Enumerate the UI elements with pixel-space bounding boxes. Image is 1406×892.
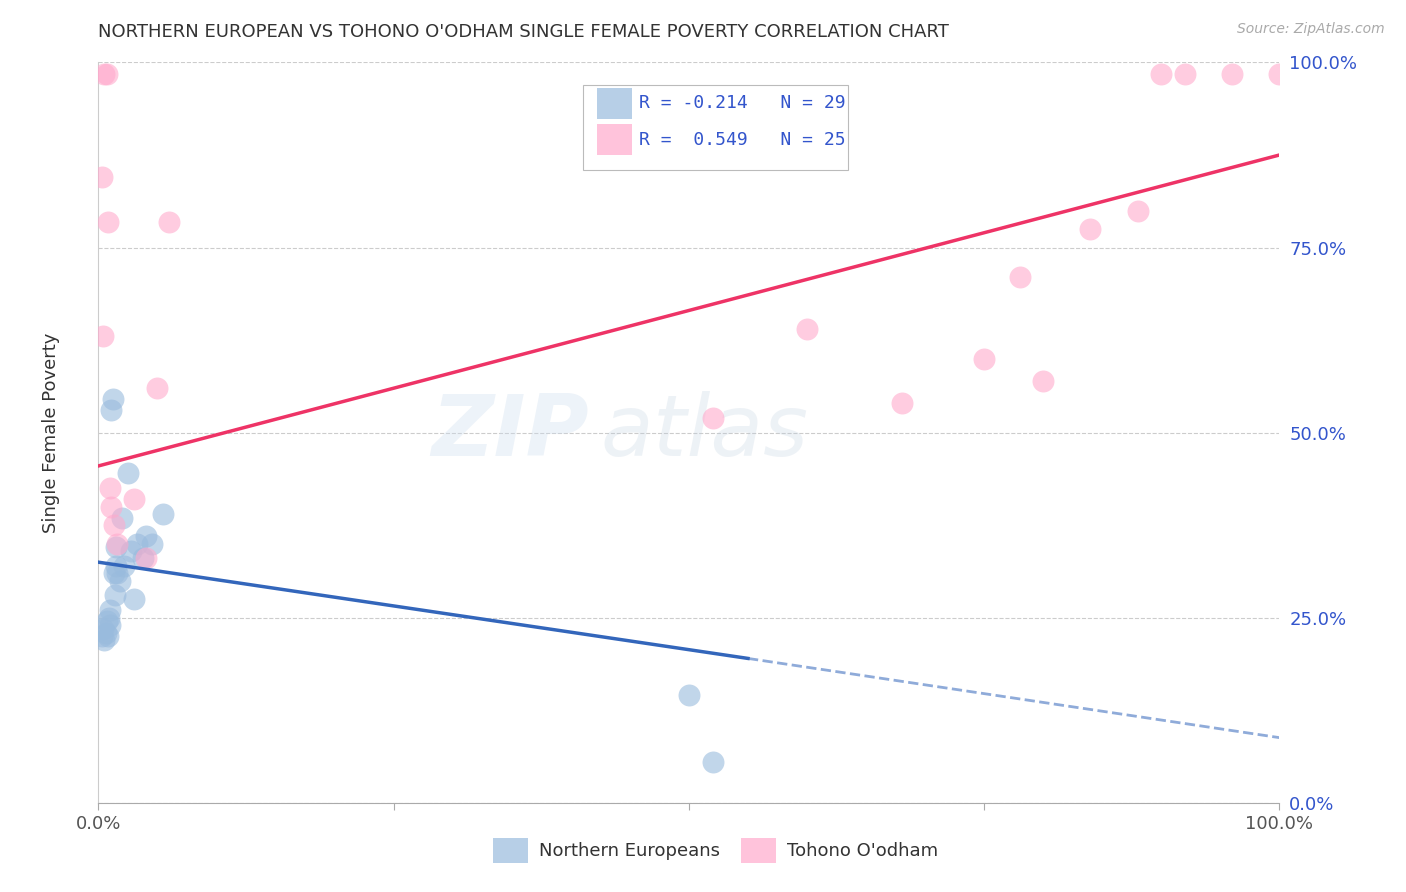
Point: [1150, 66, 1173, 80]
Point: [97, 629, 120, 643]
Point: [100, 403, 122, 417]
Point: [135, 551, 157, 566]
Text: Source: ZipAtlas.com: Source: ZipAtlas.com: [1237, 22, 1385, 37]
Point: [973, 351, 995, 366]
Point: [890, 396, 912, 410]
Point: [678, 689, 700, 703]
Point: [1008, 270, 1031, 285]
Point: [91, 629, 114, 643]
Point: [93, 66, 115, 80]
Point: [111, 510, 134, 524]
FancyBboxPatch shape: [596, 124, 633, 155]
Point: [702, 755, 724, 769]
Text: R = -0.214   N = 29: R = -0.214 N = 29: [640, 94, 846, 112]
Point: [796, 322, 818, 336]
Point: [100, 500, 122, 514]
FancyBboxPatch shape: [494, 838, 529, 863]
Point: [152, 507, 174, 521]
Point: [122, 592, 145, 607]
Text: Single Female Poverty: Single Female Poverty: [42, 333, 60, 533]
Point: [103, 566, 125, 581]
Point: [98, 603, 121, 617]
Point: [157, 214, 180, 228]
Point: [91, 622, 114, 636]
Point: [101, 392, 124, 407]
Point: [127, 536, 149, 550]
Point: [91, 329, 114, 343]
Point: [702, 410, 724, 425]
Point: [135, 529, 157, 543]
Point: [108, 574, 131, 588]
Point: [105, 541, 128, 555]
Point: [121, 544, 143, 558]
Point: [112, 558, 135, 573]
Point: [1080, 222, 1102, 236]
Point: [94, 625, 117, 640]
Point: [105, 566, 128, 581]
FancyBboxPatch shape: [741, 838, 776, 863]
Point: [1268, 66, 1291, 80]
Text: Tohono O'odham: Tohono O'odham: [787, 842, 938, 860]
Point: [103, 518, 125, 533]
Point: [91, 170, 114, 185]
Point: [122, 492, 145, 507]
Point: [98, 481, 121, 495]
Point: [105, 536, 128, 550]
Point: [146, 381, 169, 395]
Point: [1126, 203, 1149, 218]
Text: Northern Europeans: Northern Europeans: [538, 842, 720, 860]
Text: R =  0.549   N = 25: R = 0.549 N = 25: [640, 130, 846, 149]
Point: [104, 589, 127, 603]
Point: [1032, 374, 1054, 388]
Point: [1220, 66, 1243, 80]
FancyBboxPatch shape: [582, 85, 848, 169]
Point: [97, 214, 120, 228]
Point: [96, 615, 118, 629]
Point: [141, 536, 163, 550]
FancyBboxPatch shape: [596, 87, 633, 119]
Text: atlas: atlas: [600, 391, 808, 475]
Point: [96, 66, 118, 80]
Point: [132, 551, 155, 566]
Text: ZIP: ZIP: [430, 391, 589, 475]
Text: NORTHERN EUROPEAN VS TOHONO O'ODHAM SINGLE FEMALE POVERTY CORRELATION CHART: NORTHERN EUROPEAN VS TOHONO O'ODHAM SING…: [98, 23, 949, 41]
Point: [93, 632, 115, 647]
Point: [98, 618, 121, 632]
Point: [117, 467, 139, 481]
Point: [1174, 66, 1197, 80]
Point: [98, 610, 121, 624]
Point: [105, 558, 128, 573]
